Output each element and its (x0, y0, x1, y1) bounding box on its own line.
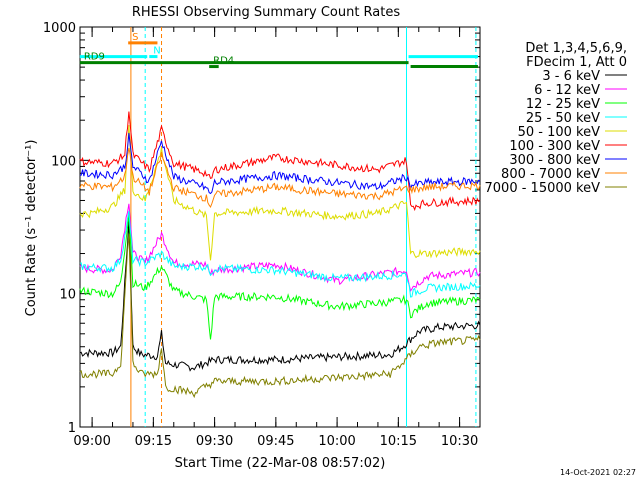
legend-entry: 6 - 12 keV (534, 83, 600, 98)
legend-entry: 12 - 25 keV (526, 97, 600, 112)
series-line (79, 124, 481, 261)
flag-label: RD9 (84, 52, 105, 63)
legend-header: Det 1,3,4,5,6,9, (525, 41, 627, 56)
series-line (79, 132, 481, 195)
series-line (79, 210, 481, 298)
series-line (79, 203, 481, 292)
flag-label: S (132, 32, 138, 43)
x-tick-label: 09:45 (257, 434, 294, 449)
plot-frame (79, 26, 481, 428)
series-line (79, 220, 481, 372)
series-line (79, 147, 481, 209)
flag-label: RD4 (213, 56, 234, 67)
x-axis-label: Start Time (22-Mar-08 08:57:02) (175, 456, 386, 471)
chart-title: RHESSI Observing Summary Count Rates (132, 5, 401, 20)
series-line (79, 214, 481, 340)
legend-entry: 50 - 100 keV (518, 125, 601, 140)
x-tick-label: 10:15 (380, 434, 417, 449)
x-axis-title: Start Time (22-Mar-08 08:57:02) (175, 456, 386, 471)
legend-entry: 800 - 7000 keV (501, 167, 600, 182)
y-axis-title: Count Rate (s⁻¹ detector⁻¹) (24, 140, 39, 317)
legend-entry: 3 - 6 keV (542, 69, 600, 84)
x-tick-label: 09:00 (73, 434, 110, 449)
y-tick-label: 10 (59, 288, 76, 303)
x-tick-label: 09:30 (196, 434, 233, 449)
legend-header: FDecim 1, Att 0 (526, 55, 627, 70)
series-line (79, 233, 481, 399)
legend-entry: 25 - 50 keV (526, 111, 600, 126)
series-line (79, 111, 481, 212)
flag-label: N (153, 46, 160, 57)
y-axis-label: Count Rate (s⁻¹ detector⁻¹) (24, 140, 39, 317)
x-tick-label: 10:00 (318, 434, 355, 449)
legend-entry: 100 - 300 keV (509, 139, 600, 154)
legend-entry: 7000 - 15000 keV (485, 181, 601, 196)
x-tick-label: 09:15 (135, 434, 172, 449)
footer-date: 14-Oct-2021 02:27 (560, 468, 636, 477)
y-tick-label: 1 (68, 421, 76, 436)
x-tick-label: 10:30 (441, 434, 478, 449)
legend-entry: 300 - 800 keV (509, 153, 600, 168)
y-tick-label: 100 (51, 154, 76, 169)
y-tick-label: 1000 (43, 21, 76, 36)
